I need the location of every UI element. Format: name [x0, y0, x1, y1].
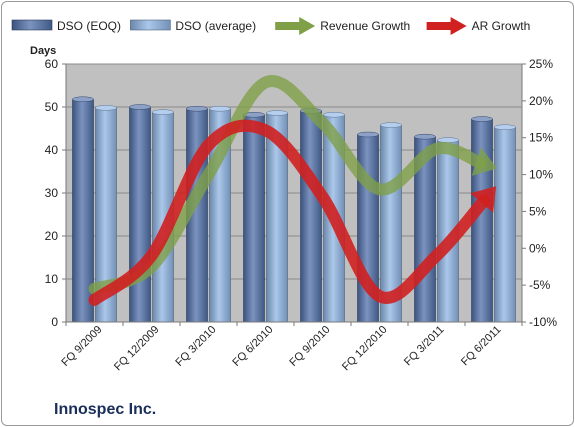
series-line — [88, 119, 491, 306]
y-tick-label: 30 — [45, 186, 59, 200]
bar-top — [357, 131, 379, 138]
bar — [300, 110, 322, 323]
bar-top — [494, 124, 516, 130]
series-line — [88, 75, 487, 295]
legend-label: DSO (EOQ) — [57, 19, 121, 33]
legend-swatch — [11, 19, 53, 31]
y2-tick-label: 15% — [529, 131, 553, 145]
bar-top — [209, 105, 231, 112]
legend-label: DSO (average) — [175, 19, 256, 33]
bar — [129, 106, 151, 323]
y2-tick-label: -5% — [529, 278, 551, 292]
y-tick-label: 0 — [51, 315, 58, 329]
bar-top — [129, 104, 151, 110]
y-tick-label: 50 — [45, 100, 59, 114]
x-tick-label: FQ 6/2011 — [459, 324, 504, 369]
y2-tick-label: 20% — [529, 94, 553, 108]
bar-top — [414, 133, 436, 140]
y2-tick-label: 10% — [529, 168, 553, 182]
bar-top — [186, 105, 208, 112]
bar-top — [471, 116, 493, 122]
legend-swatch-arrow — [299, 17, 316, 35]
company-name: Innospec Inc. — [54, 401, 157, 418]
bar-top — [380, 122, 402, 128]
bar-top — [266, 110, 288, 116]
y2-tick-label: 0% — [529, 241, 547, 255]
x-tick-label: FQ 3/2011 — [402, 324, 447, 369]
series-arrowhead — [470, 186, 497, 213]
y-tick-label: 10 — [45, 272, 59, 286]
bar — [494, 126, 516, 323]
legend-swatch-arrow — [450, 17, 467, 35]
bar-top — [72, 96, 94, 103]
bar-top — [323, 111, 345, 118]
legend-label: Revenue Growth — [320, 19, 410, 33]
x-tick-label: FQ 12/2009 — [112, 324, 162, 374]
y-tick-label: 20 — [45, 229, 59, 243]
x-tick-label: FQ 12/2010 — [340, 324, 390, 374]
legend-swatch — [130, 19, 171, 31]
x-tick-label: FQ 9/2009 — [59, 324, 104, 369]
x-tick-label: FQ 3/2010 — [173, 324, 218, 369]
y-tick-label: 60 — [45, 57, 59, 71]
series-arrowhead — [471, 147, 498, 176]
y-tick-label: 40 — [45, 143, 59, 157]
bar-top — [95, 105, 117, 111]
x-tick-label: FQ 9/2010 — [287, 324, 332, 369]
y2-tick-label: 5% — [529, 204, 547, 218]
y-axis-label: Days — [30, 45, 56, 57]
legend-label: AR Growth — [472, 19, 531, 33]
bar-top — [152, 109, 174, 115]
y2-tick-label: 25% — [529, 57, 553, 71]
bar — [243, 114, 265, 323]
y2-tick-label: -10% — [529, 315, 557, 329]
bar-top — [437, 137, 459, 143]
x-tick-label: FQ 6/2010 — [230, 324, 275, 369]
